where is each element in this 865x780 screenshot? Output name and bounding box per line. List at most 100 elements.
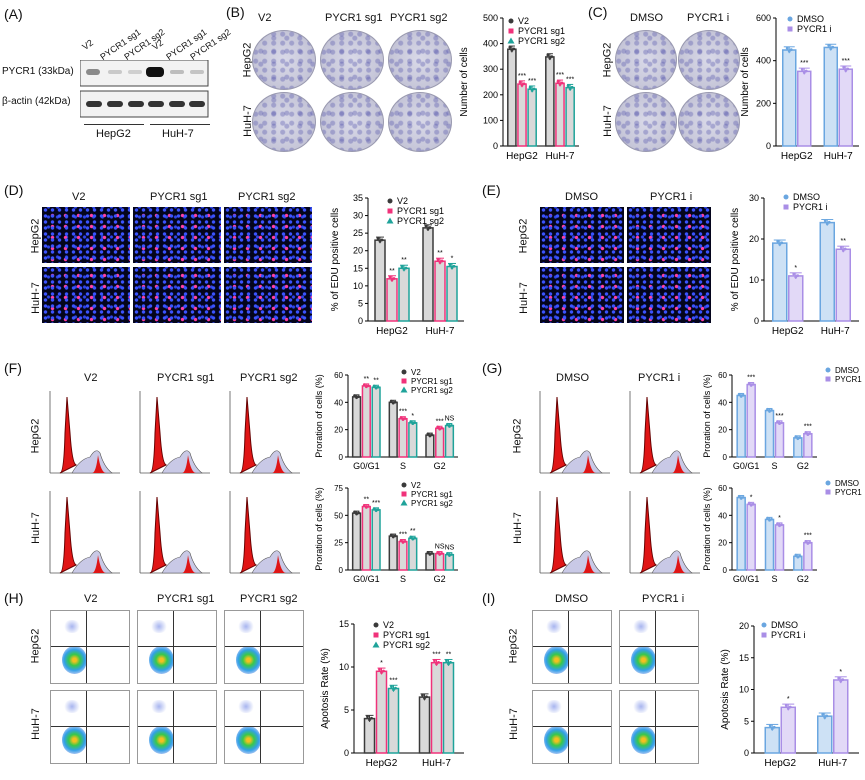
lane-label: V2 (80, 37, 96, 52)
bar (517, 83, 527, 147)
data-point (780, 523, 783, 527)
data-point (413, 421, 417, 425)
data-point (821, 712, 825, 716)
flow-plot (50, 610, 130, 684)
y-tick-label: 20 (718, 426, 727, 435)
data-point (438, 261, 442, 264)
s-phase (651, 450, 693, 474)
y-tick-label: 20 (718, 539, 727, 548)
y-tick-label: 0 (339, 566, 344, 575)
legend-marker (386, 217, 394, 224)
data-point (825, 222, 829, 226)
y-tick-label: 200 (756, 98, 771, 108)
g1-peak (59, 396, 78, 474)
bar (444, 553, 455, 571)
significance-label: *** (566, 76, 574, 83)
y-tick-label: 5 (344, 705, 349, 715)
data-point (796, 274, 800, 277)
s-phase (71, 550, 113, 574)
bar (746, 503, 756, 571)
data-point (378, 667, 381, 671)
histogram (539, 391, 610, 474)
data-point (842, 65, 846, 69)
s-phase (71, 450, 113, 474)
x-tick-label: HuH-7 (818, 758, 847, 769)
edu-image (42, 207, 130, 263)
bar (545, 56, 555, 147)
bar (788, 275, 804, 322)
data-point (426, 432, 430, 436)
significance-label: *** (436, 418, 444, 425)
y-tick-label: 5 (744, 716, 749, 726)
data-point (792, 272, 796, 276)
significance-label: *** (804, 533, 812, 540)
data-point (436, 258, 440, 261)
bar (774, 524, 785, 571)
significance-label: ** (389, 268, 395, 275)
panel-label-a: (A) (4, 6, 23, 22)
data-point (528, 85, 532, 89)
s-phase (561, 550, 603, 574)
chart-e: 0 10 20 30 % of EDU positive cells HepG2 * HuH-… (730, 192, 859, 337)
y-axis-label: % of EDU positive cells (330, 208, 341, 311)
significance-label: *** (518, 73, 526, 80)
histogram (139, 491, 210, 574)
row-label: HuH-7 (29, 708, 42, 740)
data-point (798, 554, 802, 558)
legend-marker (400, 499, 408, 506)
y-axis-label: Number of cells (459, 47, 470, 116)
legend-marker (387, 208, 393, 214)
y-tick-label: 40 (718, 511, 727, 520)
data-point (766, 407, 769, 411)
bar (435, 427, 445, 458)
col-label: V2 (84, 593, 98, 605)
data-point (548, 56, 552, 60)
panel-label-c: (C) (588, 4, 608, 20)
data-point (751, 502, 755, 506)
data-point (390, 278, 394, 282)
legend-label: V2 (411, 368, 421, 377)
g1-peak (239, 496, 258, 574)
data-point (399, 538, 403, 542)
data-point (409, 535, 413, 539)
histogram (229, 391, 300, 474)
bar (361, 505, 371, 571)
x-tick-label: HepG2 (764, 758, 796, 769)
significance-label: * (839, 669, 842, 676)
legend-label: V2 (518, 16, 529, 26)
data-point (403, 539, 407, 543)
x-tick-label: HepG2 (781, 151, 813, 162)
bar (434, 260, 446, 322)
y-tick-label: 40 (334, 398, 343, 407)
col-label: DMSO (565, 191, 598, 203)
data-point (772, 725, 776, 729)
legend-label: V2 (383, 620, 394, 630)
x-tick-label: G0/G1 (733, 461, 760, 471)
data-point (558, 83, 562, 86)
y-tick-label: 60 (718, 371, 727, 380)
group-label: HuH-7 (162, 128, 194, 140)
x-tick-label: G2 (797, 574, 809, 584)
bar (398, 540, 408, 571)
data-point (546, 53, 550, 57)
y-tick-label: 75 (334, 484, 343, 493)
legend-marker (373, 632, 379, 638)
legend-marker (401, 378, 407, 384)
bar (388, 401, 398, 458)
bar (527, 88, 537, 147)
s-phase (251, 450, 293, 474)
y-tick-label: 35 (353, 193, 363, 203)
x-tick-label: S (400, 574, 406, 584)
data-point (794, 435, 798, 439)
data-point (570, 85, 574, 89)
legend-label: PYCR1 i (797, 24, 832, 34)
significance-label: * (380, 660, 383, 667)
data-point (844, 69, 848, 72)
x-tick-label: G2 (434, 461, 446, 471)
g1-peak (59, 496, 78, 574)
col-label: DMSO (555, 593, 588, 605)
data-point (556, 79, 560, 83)
bar (371, 509, 381, 571)
significance-label: *** (800, 60, 808, 67)
